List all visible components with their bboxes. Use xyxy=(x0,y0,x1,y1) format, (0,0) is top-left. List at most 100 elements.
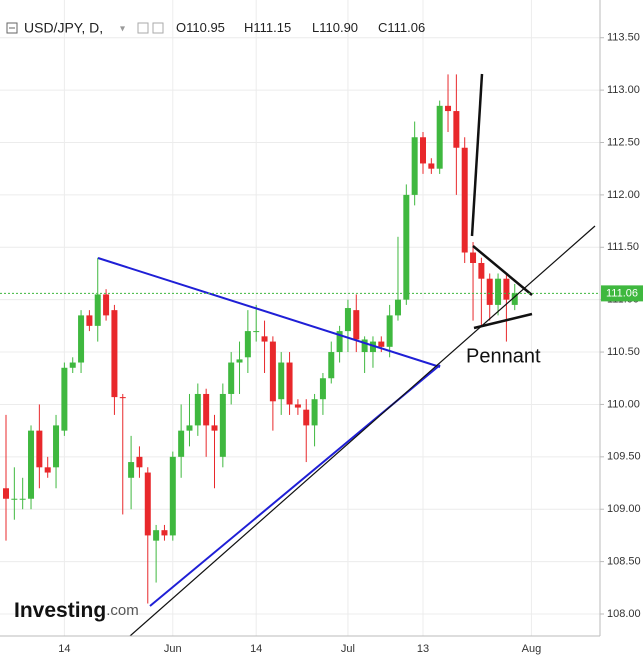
candle-body xyxy=(411,137,418,195)
x-tick-label: Jul xyxy=(341,643,355,655)
high-label: H111.15 xyxy=(244,20,291,35)
candle-body xyxy=(219,393,226,457)
x-tick-label: 14 xyxy=(58,643,70,655)
candle-body xyxy=(228,362,235,394)
candle-body xyxy=(111,310,118,398)
candle-body xyxy=(353,310,360,340)
trend-line xyxy=(97,257,441,368)
candle-body xyxy=(153,530,160,541)
candle-body xyxy=(269,341,276,402)
candle-body xyxy=(36,430,43,468)
y-tick-label: 109.50 xyxy=(607,451,641,463)
candle-body xyxy=(428,163,435,169)
candle-body xyxy=(69,362,76,368)
candle-body xyxy=(511,293,518,305)
trend-line xyxy=(129,225,596,637)
drawings xyxy=(97,73,596,637)
y-tick-label: 113.50 xyxy=(607,32,640,44)
ohlc-header: O110.95 H111.15 L110.90 C111.06 xyxy=(176,20,425,35)
candle-body xyxy=(445,105,452,112)
candle-body xyxy=(461,147,468,253)
candle-body xyxy=(144,472,151,536)
x-tick-label: Jun xyxy=(164,643,182,655)
x-tick-label: Aug xyxy=(522,643,542,655)
candle-body xyxy=(495,278,502,305)
candle-body xyxy=(319,378,326,400)
last-price-box xyxy=(601,285,643,302)
y-tick-label: 111.50 xyxy=(607,241,639,253)
dropdown-icon[interactable]: ▾ xyxy=(120,24,125,35)
candle-body xyxy=(161,530,168,536)
candle-body xyxy=(94,294,101,326)
candle-body xyxy=(186,425,193,431)
candle-body xyxy=(503,278,510,300)
candle-body xyxy=(194,393,201,426)
candle-body xyxy=(278,362,285,400)
candle-body xyxy=(361,339,368,353)
candle-body xyxy=(470,252,477,263)
open-label: O110.95 xyxy=(176,20,225,35)
candle-body xyxy=(178,430,185,457)
candle-body xyxy=(486,278,493,305)
candle-body xyxy=(478,262,485,279)
last-price-label: 111.06 xyxy=(606,287,638,299)
candle-body xyxy=(28,430,35,499)
candle-body xyxy=(3,488,9,499)
candle-body xyxy=(403,194,410,300)
candle-body xyxy=(328,352,335,379)
collapse-icon[interactable] xyxy=(6,22,18,34)
logo: Investing.com xyxy=(14,599,139,622)
candle-body xyxy=(253,331,260,333)
candle-body xyxy=(311,399,318,426)
candle-body xyxy=(261,336,268,342)
symbol: USD/JPY, D, xyxy=(24,20,103,36)
candle-body xyxy=(19,498,26,500)
x-tick-label: 13 xyxy=(417,643,429,655)
candle-body xyxy=(420,137,426,164)
logo-main: Investing xyxy=(14,599,106,622)
candle-body xyxy=(453,111,460,148)
candle-body xyxy=(211,425,218,431)
candle-body xyxy=(11,498,18,500)
candles xyxy=(3,74,518,604)
candle-body xyxy=(103,294,110,316)
y-tick-label: 112.50 xyxy=(607,136,640,148)
y-tick-label: 112.00 xyxy=(607,189,640,201)
y-tick-label: 110.00 xyxy=(607,398,640,410)
y-tick-label: 108.00 xyxy=(607,608,641,620)
candle-body xyxy=(86,315,93,326)
candle-body xyxy=(344,308,351,332)
flagpole-line xyxy=(470,73,484,237)
logo-suffix: .com xyxy=(106,602,139,619)
candle-body xyxy=(336,331,343,353)
low-label: L110.90 xyxy=(312,20,358,35)
candle-body xyxy=(386,315,393,347)
candle-body xyxy=(203,393,210,426)
candle-body xyxy=(369,341,376,353)
candle-body xyxy=(44,467,51,473)
candle-body xyxy=(169,456,176,536)
close-label: C111.06 xyxy=(378,20,425,35)
candle-body xyxy=(244,331,251,358)
candle-body xyxy=(128,462,135,478)
y-tick-label: 110.50 xyxy=(607,346,640,358)
pennant-line xyxy=(472,245,533,296)
x-tick-label: 14 xyxy=(250,643,262,655)
y-tick-label: 113.00 xyxy=(607,84,640,96)
candle-body xyxy=(236,359,243,363)
candle-body xyxy=(378,341,385,347)
candle-body xyxy=(119,397,126,399)
candle-body xyxy=(394,299,401,316)
candle-body xyxy=(303,409,310,426)
candle-body xyxy=(78,315,85,363)
y-tick-label: 108.50 xyxy=(607,556,641,568)
candle-body xyxy=(436,105,443,169)
annotation: Pennant xyxy=(466,345,541,367)
settings-icon[interactable] xyxy=(152,22,164,34)
pennant-line xyxy=(473,312,533,330)
candle-body xyxy=(294,404,301,408)
eye-icon[interactable] xyxy=(137,22,149,34)
y-tick-label: 109.00 xyxy=(607,503,641,515)
